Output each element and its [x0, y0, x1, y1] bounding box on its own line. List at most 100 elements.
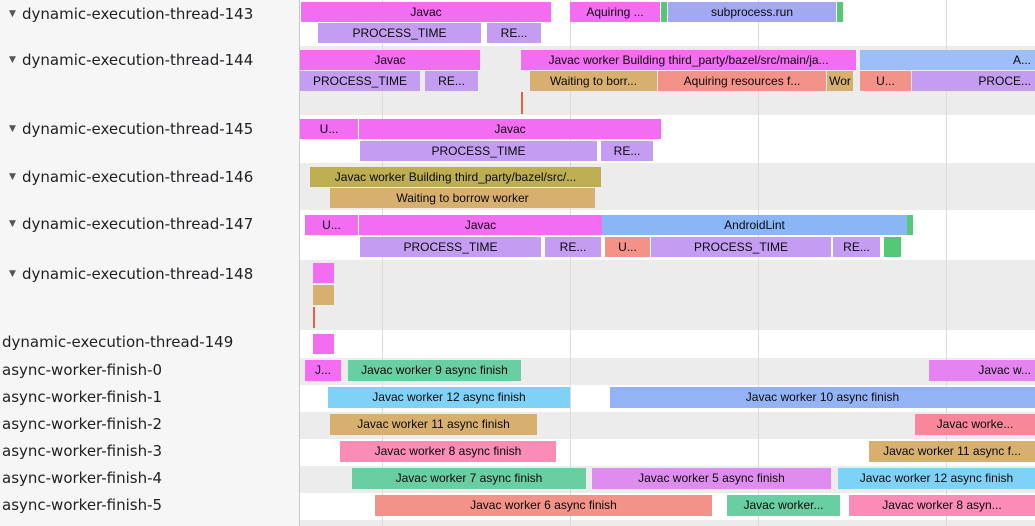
track-shell[interactable]: async-worker-finish-3	[0, 439, 300, 466]
slice[interactable]: PROCESS_TIME	[360, 237, 541, 257]
track-shell[interactable]: async-worker-finish-2	[0, 412, 300, 439]
track-async-worker-finish-1: async-worker-finish-1 Javac worker 12 asy…	[0, 385, 1035, 412]
slice[interactable]: PROCE...	[912, 71, 1035, 91]
slice[interactable]: Javac	[300, 50, 480, 70]
track-shell[interactable]: ▼ dynamic-execution-thread-147	[0, 210, 300, 260]
track-shell[interactable]: async-worker-finish-4	[0, 466, 300, 493]
track-dynamic-execution-thread-144: ▼ dynamic-execution-thread-144 Javac Javac …	[0, 46, 1035, 115]
collapse-arrow-icon[interactable]: ▼	[9, 124, 16, 134]
track-canvas[interactable]	[300, 520, 1035, 526]
slice[interactable]	[313, 334, 334, 354]
track-shell[interactable]: ▼ dynamic-execution-thread-143	[0, 0, 300, 46]
track-canvas[interactable]: U... Javac PROCESS_TIME RE...	[300, 115, 1035, 163]
gridline	[758, 439, 759, 466]
track-canvas[interactable]: Javac Aquiring ... subprocess.run PROCESS_T…	[300, 0, 1035, 46]
slice[interactable]: Javac	[301, 2, 551, 22]
slice[interactable]: PROCESS_TIME	[651, 237, 831, 257]
track-canvas[interactable]: Javac worker 6 async finish Javac worker.…	[300, 493, 1035, 520]
slice[interactable]	[313, 285, 334, 305]
slice[interactable]: A...	[860, 50, 1035, 70]
track-canvas[interactable]: J... Javac worker 9 async finish Javac w..…	[300, 358, 1035, 385]
track-canvas[interactable]: Javac worker Building third_party/bazel/…	[300, 163, 1035, 210]
track-shell[interactable]	[0, 520, 300, 526]
slice[interactable]: Aquiring ...	[570, 2, 660, 22]
track-dynamic-execution-thread-145: ▼ dynamic-execution-thread-145 U... Javac PR…	[0, 115, 1035, 163]
slice[interactable]: Wor	[827, 71, 853, 91]
slice[interactable]: PROCESS_TIME	[300, 71, 420, 91]
slice[interactable]: Javac worker 12 async finish	[328, 387, 570, 408]
slice[interactable]: PROCESS_TIME	[318, 23, 481, 43]
collapse-arrow-icon[interactable]: ▼	[9, 9, 16, 19]
track-shell[interactable]: ▼ dynamic-execution-thread-144	[0, 46, 300, 115]
instant-event-tick[interactable]	[313, 307, 315, 328]
track-canvas[interactable]: Javac worker 7 async finish Javac worker …	[300, 466, 1035, 493]
slice[interactable]: Javac worker 8 async finish	[340, 441, 556, 462]
track-shell[interactable]: ▼ dynamic-execution-thread-146	[0, 163, 300, 210]
track-shell[interactable]: dynamic-execution-thread-149	[0, 330, 300, 358]
gridline	[758, 163, 759, 210]
track-shell[interactable]: async-worker-finish-1	[0, 385, 300, 412]
slice[interactable]: Javac worker 6 async finish	[375, 495, 712, 516]
slice[interactable]: Waiting to borrow worker	[330, 188, 595, 208]
slice[interactable]: Waiting to borr...	[530, 71, 657, 91]
slice[interactable]: Javac worke...	[915, 414, 1035, 435]
collapse-arrow-icon[interactable]: ▼	[9, 219, 16, 229]
slice[interactable]	[907, 215, 913, 235]
slice[interactable]: Javac worker 9 async finish	[348, 360, 521, 381]
track-shell[interactable]: ▼ dynamic-execution-thread-148	[0, 260, 300, 330]
gridline	[570, 520, 571, 526]
slice[interactable]: Javac worker 8 asyn...	[849, 495, 1035, 516]
slice[interactable]: RE...	[833, 237, 880, 257]
track-canvas[interactable]: Javac worker 12 async finish Javac worker…	[300, 385, 1035, 412]
slice[interactable]: Javac worker 10 async finish	[610, 387, 1035, 408]
slice[interactable]: U...	[860, 71, 911, 91]
slice[interactable]: Javac worker 12 async finish	[838, 468, 1035, 489]
slice[interactable]: PROCESS_TIME	[360, 141, 597, 161]
track-shell[interactable]: async-worker-finish-0	[0, 358, 300, 385]
instant-event-tick[interactable]	[521, 92, 523, 114]
slice[interactable]: Javac worker 7 async finish	[352, 468, 586, 489]
slice[interactable]: Javac worker Building third_party/bazel/…	[310, 167, 601, 187]
slice[interactable]: RE...	[545, 237, 601, 257]
track-name: dynamic-execution-thread-143	[22, 5, 254, 23]
track-name: async-worker-finish-1	[2, 388, 163, 406]
track-canvas[interactable]: Javac worker 8 async finish Javac worker …	[300, 439, 1035, 466]
slice[interactable]: Javac worker 11 async finish	[330, 414, 537, 435]
slice[interactable]: RE...	[425, 71, 478, 91]
slice[interactable]: Javac worker Building third_party/bazel/…	[521, 50, 856, 70]
track-dynamic-execution-thread-143: ▼ dynamic-execution-thread-143 Javac Aquiri…	[0, 0, 1035, 46]
slice[interactable]: Javac worker 5 async finish	[592, 468, 831, 489]
track-canvas[interactable]: Javac Javac worker Building third_party/b…	[300, 46, 1035, 115]
track-canvas[interactable]: U... Javac AndroidLint PROCESS_TIME RE... U..…	[300, 210, 1035, 260]
slice[interactable]: J...	[305, 360, 341, 381]
slice[interactable]: U...	[300, 119, 358, 139]
collapse-arrow-icon[interactable]: ▼	[9, 55, 16, 65]
track-shell[interactable]: ▼ dynamic-execution-thread-145	[0, 115, 300, 163]
track-canvas[interactable]	[300, 330, 1035, 358]
slice[interactable]: Javac	[359, 119, 661, 139]
track-name: async-worker-finish-4	[2, 469, 163, 487]
slice[interactable]	[661, 2, 667, 22]
track-name: async-worker-finish-2	[2, 415, 163, 433]
slice[interactable]	[837, 2, 843, 22]
slice[interactable]: U...	[305, 215, 358, 235]
slice[interactable]: Aquiring resources f...	[658, 71, 826, 91]
gridline	[570, 210, 571, 260]
slice[interactable]: Javac w...	[929, 360, 1035, 381]
slice[interactable]: Javac worker...	[727, 495, 840, 516]
slice[interactable]	[313, 263, 334, 283]
track-shell[interactable]: async-worker-finish-5	[0, 493, 300, 520]
slice[interactable]: subprocess.run	[668, 2, 836, 22]
slice[interactable]: Javac	[359, 215, 602, 235]
collapse-arrow-icon[interactable]: ▼	[9, 269, 16, 279]
slice[interactable]: RE...	[487, 23, 541, 43]
slice[interactable]: U...	[605, 237, 650, 257]
slice[interactable]	[884, 237, 901, 257]
slice[interactable]: AndroidLint	[602, 215, 907, 235]
collapse-arrow-icon[interactable]: ▼	[9, 172, 16, 182]
track-canvas[interactable]: Javac worker 11 async finish Javac worke.…	[300, 412, 1035, 439]
slice[interactable]: RE...	[601, 141, 653, 161]
slice[interactable]: Javac worker 11 async f...	[869, 441, 1035, 462]
track-async-worker-finish-0: async-worker-finish-0 J... Javac worker 9 …	[0, 358, 1035, 385]
track-canvas[interactable]	[300, 260, 1035, 330]
